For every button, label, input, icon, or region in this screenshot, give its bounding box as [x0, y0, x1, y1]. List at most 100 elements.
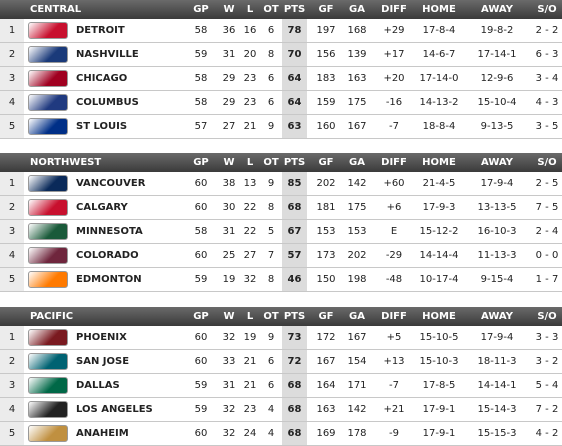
- stat: 198: [347, 274, 367, 285]
- stat: 27: [243, 250, 257, 261]
- stat: 23: [243, 73, 257, 84]
- team-logo: [28, 199, 68, 216]
- stat: 17-14-1: [477, 49, 517, 60]
- stat: 57: [194, 121, 208, 132]
- stat: -16: [385, 97, 403, 108]
- team-name: ANAHEIM: [76, 428, 129, 439]
- stat: 57: [282, 244, 307, 267]
- stat: 17-9-1: [422, 404, 456, 415]
- stat: 27: [222, 121, 236, 132]
- stat: 22: [243, 226, 257, 237]
- stat: 172: [316, 332, 336, 343]
- stat: 59: [194, 380, 208, 391]
- team-name: LOS ANGELES: [76, 404, 153, 415]
- team-logo: [28, 425, 68, 442]
- stat: 64: [282, 91, 307, 114]
- column-header: OT: [263, 311, 279, 322]
- stat: 31: [222, 380, 236, 391]
- column-header: DIFF: [381, 311, 407, 322]
- column-header: PTS: [283, 157, 306, 168]
- team-name: COLORADO: [76, 250, 139, 261]
- stat: 168: [347, 25, 367, 36]
- stat: 14-14-4: [419, 250, 459, 261]
- stat: 9-15-4: [480, 274, 514, 285]
- stat: -7: [389, 121, 399, 132]
- stat: 15-12-2: [419, 226, 459, 237]
- stat: 18-8-4: [422, 121, 456, 132]
- division-name: PACIFIC: [30, 311, 74, 322]
- stat: 142: [347, 404, 367, 415]
- stat: 175: [347, 202, 367, 213]
- stat: 60: [194, 250, 208, 261]
- team-row: 4 COLORADO 60 25 27 7 57 173 202 -29 14-14-4 11-13-…: [0, 244, 562, 268]
- stat: 63: [282, 115, 307, 138]
- rank: 5: [0, 115, 24, 138]
- stat: 156: [316, 49, 336, 60]
- rank: 3: [0, 220, 24, 243]
- team-name: CHICAGO: [76, 73, 128, 84]
- column-header: L: [246, 311, 254, 322]
- stat: 5: [267, 226, 275, 237]
- rank: 3: [0, 374, 24, 397]
- stat: 175: [347, 97, 367, 108]
- rank: 2: [0, 43, 24, 66]
- stat: 3 - 3: [535, 332, 559, 343]
- stat: 29: [222, 97, 236, 108]
- stat: 163: [316, 404, 336, 415]
- team-name: ST LOUIS: [76, 121, 128, 132]
- column-header: AWAY: [481, 4, 513, 15]
- stat: 173: [316, 250, 336, 261]
- stat: 4 - 2: [535, 428, 559, 439]
- team-row: 1 VANCOUVER 60 38 13 9 85 202 142 +60 21-4-5 17-9-4…: [0, 172, 562, 196]
- stat: 31: [222, 49, 236, 60]
- team-logo: [28, 329, 68, 346]
- stat: 6: [267, 97, 275, 108]
- stat: 17-8-5: [422, 380, 456, 391]
- stat: 60: [194, 428, 208, 439]
- rank: 3: [0, 67, 24, 90]
- stat: 3 - 4: [535, 73, 559, 84]
- team-logo: [28, 22, 68, 39]
- stat: 7 - 5: [535, 202, 559, 213]
- stat: 32: [222, 428, 236, 439]
- stat: 8: [267, 202, 275, 213]
- stat: 25: [222, 250, 236, 261]
- team-logo: [28, 377, 68, 394]
- stat: 139: [347, 49, 367, 60]
- stat: 20: [243, 49, 257, 60]
- team-row: 2 CALGARY 60 30 22 8 68 181 175 +6 17-9-3 13-13-5 7 …: [0, 196, 562, 220]
- stat: 13-13-5: [477, 202, 517, 213]
- stat: -9: [389, 428, 399, 439]
- stat: 9: [267, 178, 275, 189]
- stat: 60: [194, 202, 208, 213]
- team-name: DALLAS: [76, 380, 120, 391]
- team-name: NASHVILLE: [76, 49, 139, 60]
- stat: 64: [282, 67, 307, 90]
- stat: 32: [222, 332, 236, 343]
- column-header: HOME: [422, 311, 456, 322]
- stat: 5 - 4: [535, 380, 559, 391]
- rank: 5: [0, 268, 24, 291]
- column-header: HOME: [422, 157, 456, 168]
- stat: +13: [383, 356, 405, 367]
- column-header: HOME: [422, 4, 456, 15]
- stat: 0 - 0: [535, 250, 559, 261]
- stat: 59: [194, 274, 208, 285]
- stat: 60: [194, 356, 208, 367]
- stat: +21: [383, 404, 405, 415]
- stat: 3 - 5: [535, 121, 559, 132]
- stat: +17: [383, 49, 405, 60]
- division-name: NORTHWEST: [30, 157, 102, 168]
- stat: 4: [267, 428, 275, 439]
- column-header: S/O: [537, 157, 557, 168]
- stat: 59: [194, 49, 208, 60]
- column-header: OT: [263, 157, 279, 168]
- stat: 15-10-3: [419, 356, 459, 367]
- team-row: 5 ST LOUIS 57 27 21 9 63 160 167 -7 18-8-4 9-13-5 3 …: [0, 115, 562, 139]
- stat: 10-17-4: [419, 274, 459, 285]
- column-header: L: [246, 157, 254, 168]
- team-logo: [28, 46, 68, 63]
- stat: 38: [222, 178, 236, 189]
- division-header: PACIFIC GP W L OT PTS GF GA DIFF HOME AWAY S/O: [0, 307, 562, 326]
- column-header: GF: [318, 157, 334, 168]
